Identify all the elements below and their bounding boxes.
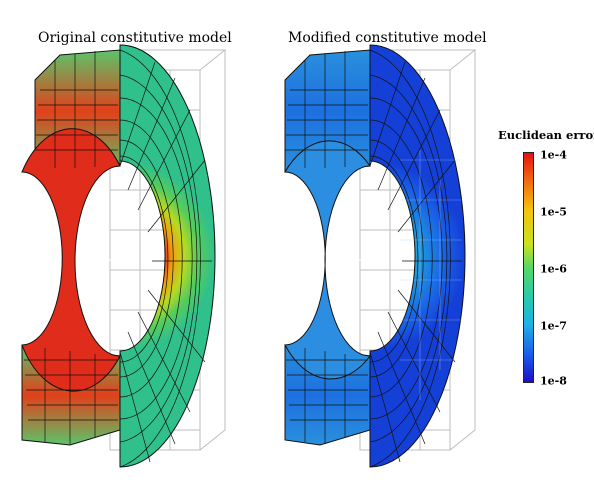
colorbar-tick-1e-5: 1e-5 [540, 205, 567, 219]
colorbar-title: Euclidean error [498, 128, 594, 142]
right-mesh-lines [285, 49, 462, 468]
colorbar-tick-1e-4: 1e-4 [540, 148, 567, 162]
left-panel-title: Original constitutive model [38, 30, 232, 46]
colorbar-tick-1e-7: 1e-7 [540, 319, 567, 333]
right-overlay-wireframe [400, 150, 462, 400]
left-mesh-model [21, 44, 227, 468]
left-mesh-lines [24, 49, 212, 468]
colorbar-tick-1e-6: 1e-6 [540, 262, 567, 276]
colorbar-tick-1e-8: 1e-8 [540, 374, 567, 388]
colorbar [523, 152, 534, 383]
right-inner-bore [284, 140, 371, 380]
left-ring-face [119, 44, 216, 468]
right-ring-face [369, 44, 466, 468]
right-mesh-model [284, 44, 477, 468]
right-panel-title: Modified constitutive model [288, 30, 487, 46]
